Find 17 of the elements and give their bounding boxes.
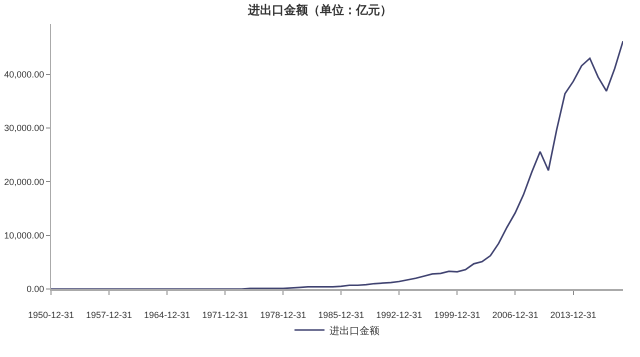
y-tick-label: 30,000.00	[4, 123, 44, 134]
x-tick-label: 1957-12-31	[86, 310, 132, 320]
x-tick-label: 1999-12-31	[434, 310, 480, 320]
y-tick-label: 20,000.00	[4, 176, 44, 187]
x-tick-label: 1971-12-31	[202, 310, 248, 320]
x-tick-label: 2013-12-31	[550, 310, 596, 320]
legend-label: 进出口金额	[330, 324, 380, 337]
x-tick-label: 1985-12-31	[318, 310, 364, 320]
y-tick-label: 40,000.00	[4, 70, 44, 80]
chart-title: 进出口金额（单位：亿元）	[247, 2, 392, 17]
x-tick-label: 1992-12-31	[376, 310, 422, 320]
x-tick-label: 2006-12-31	[492, 310, 538, 320]
x-tick-label: 1964-12-31	[144, 310, 190, 320]
y-tick-label: 0.00	[26, 284, 44, 294]
y-tick-label: 10,000.00	[4, 230, 44, 241]
x-tick-label: 1978-12-31	[260, 310, 306, 320]
x-tick-label: 1950-12-31	[28, 310, 74, 320]
